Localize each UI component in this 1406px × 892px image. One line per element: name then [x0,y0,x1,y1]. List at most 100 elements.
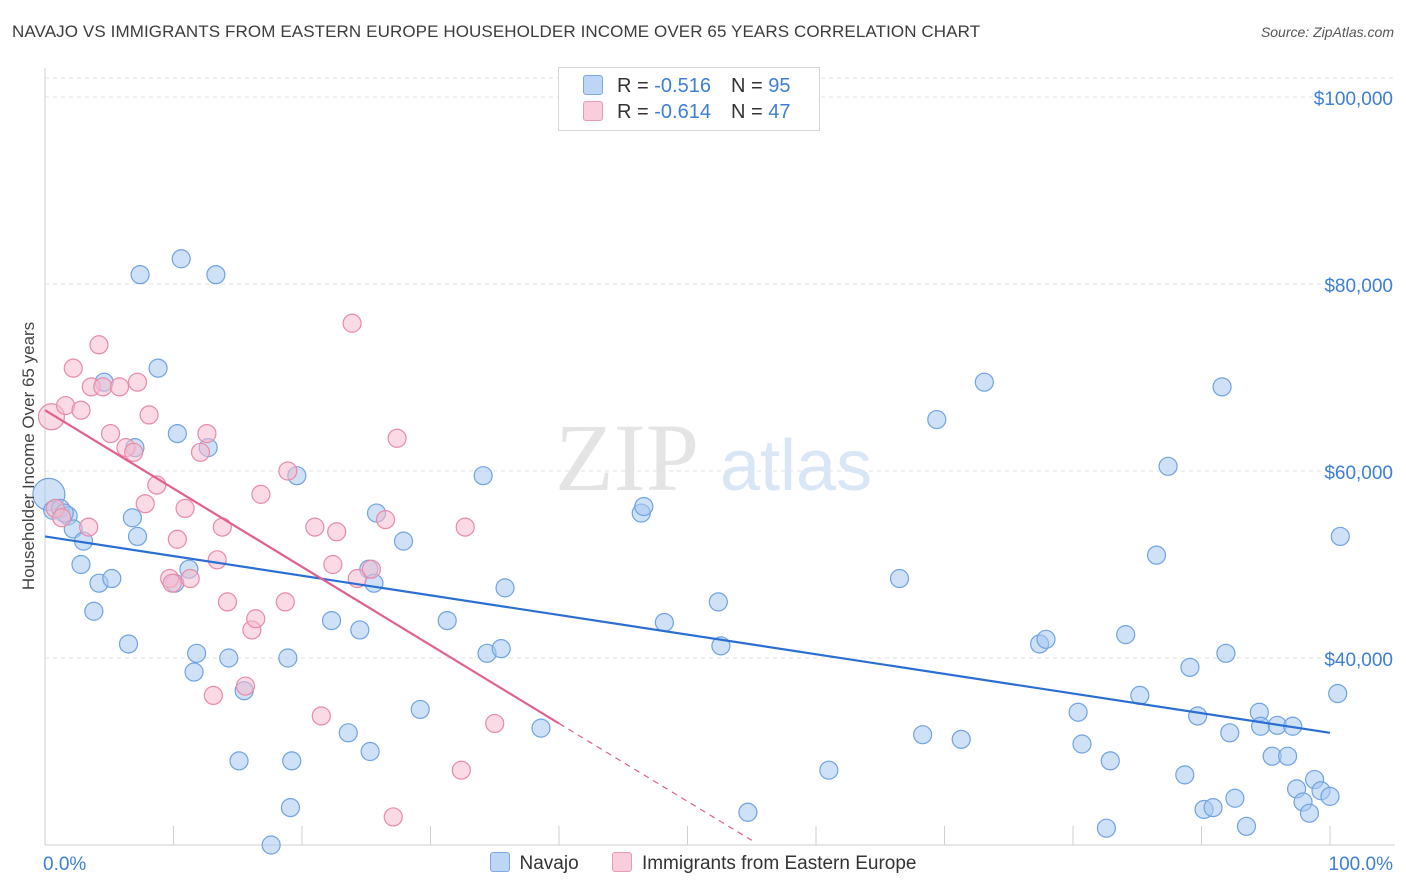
point-eastern-europe [175,498,195,518]
point-navajo [951,729,971,749]
point-navajo [1175,765,1195,785]
point-eastern-europe [124,442,144,462]
point-eastern-europe [451,760,471,780]
point-eastern-europe [197,424,217,444]
watermark: ZIP atlas [555,404,872,511]
point-eastern-europe [100,424,121,444]
point-eastern-europe [89,335,109,355]
grid-lines [45,77,1395,659]
point-navajo [280,797,301,818]
point-eastern-europe [79,517,99,537]
legend-swatch-eastern-europe [583,101,603,121]
point-navajo [738,802,758,822]
point-navajo [1180,657,1200,677]
legend-r-label: R = [617,75,655,97]
point-eastern-europe [251,484,271,504]
point-eastern-europe [342,313,362,333]
point-eastern-europe [109,377,130,397]
point-navajo [1277,746,1298,766]
chart-title: NAVAJO VS IMMIGRANTS FROM EASTERN EUROPE… [12,22,981,41]
point-eastern-europe [327,522,347,542]
point-eastern-europe [207,550,227,570]
axis-labels: $40,000 $60,000 $80,000 $100,000 0.0% 100.0% H… [19,89,1393,875]
legend-r-value: -0.516 [654,75,711,97]
point-navajo [261,835,281,855]
point-navajo [1220,723,1240,743]
point-navajo [1328,683,1348,704]
point-eastern-europe [167,529,187,549]
point-navajo [495,578,515,598]
x-tick-label-max: 100.0% [1329,854,1394,875]
point-eastern-europe [180,568,200,589]
point-navajo [71,554,91,575]
point-navajo [1096,818,1117,838]
trend-line-navajo [44,535,1331,734]
point-navajo [84,601,104,621]
point-navajo [338,723,358,743]
point-eastern-europe [323,554,343,575]
point-navajo [913,725,933,745]
point-navajo [1225,788,1245,808]
y-tick-label: $40,000 [1324,650,1393,671]
point-eastern-europe [235,676,256,696]
point-navajo [437,610,457,631]
source-label: Source: ZipAtlas.com [1260,24,1394,40]
point-navajo [531,718,551,738]
point-eastern-europe [375,510,396,530]
point-navajo [229,751,249,771]
series-legend: Navajo Immigrants from Eastern Europe [0,852,1406,875]
point-navajo [187,643,207,663]
point-navajo [654,612,674,633]
point-navajo [1236,816,1257,836]
point-navajo [1320,786,1340,806]
point-navajo [122,508,142,528]
point-eastern-europe [305,517,325,537]
legend-r-value: -0.614 [654,101,711,123]
point-navajo [130,265,150,285]
point-navajo [491,639,511,659]
point-navajo [360,741,380,762]
point-eastern-europe [162,573,182,593]
point-eastern-europe [52,508,72,528]
point-eastern-europe [212,517,232,537]
y-tick-label: $60,000 [1324,463,1393,484]
point-navajo [1188,706,1208,726]
point-navajo [350,620,370,640]
point-navajo [473,466,493,486]
legend-row-navajo: R = -0.516 N = 95 [583,75,790,99]
point-eastern-europe [275,592,295,612]
point-navajo [927,409,947,430]
point-navajo [889,568,910,589]
legend-swatch-navajo [583,75,603,95]
point-navajo [171,249,191,269]
trend-line-eastern-europe [44,409,560,725]
point-navajo [1116,625,1136,645]
point-navajo [184,662,204,682]
legend-n-label: N = [730,75,769,97]
y-axis-title: Householder Income Over 65 years [19,322,38,590]
point-eastern-europe [278,461,298,481]
point-navajo [167,424,187,444]
point-navajo [634,496,654,517]
point-eastern-europe [203,685,223,706]
series-swatch-navajo [489,852,510,872]
point-eastern-europe [383,807,403,827]
point-navajo [1146,545,1167,565]
point-eastern-europe [190,442,211,462]
point-navajo [708,592,728,612]
point-navajo [393,531,414,551]
point-navajo [102,568,122,589]
series-swatch-eastern-europe [611,852,632,872]
point-eastern-europe [217,592,238,612]
point-navajo [1072,734,1092,754]
point-navajo [1203,797,1223,818]
watermark-atlas: atlas [720,426,872,506]
series-legend-item-navajo: Navajo [489,852,579,875]
point-eastern-europe [71,400,91,420]
legend-row-eastern-europe: R = -0.614 N = 47 [583,101,790,125]
point-eastern-europe [139,405,159,425]
point-navajo [321,610,342,631]
point-eastern-europe [311,706,331,726]
point-navajo [410,699,430,720]
